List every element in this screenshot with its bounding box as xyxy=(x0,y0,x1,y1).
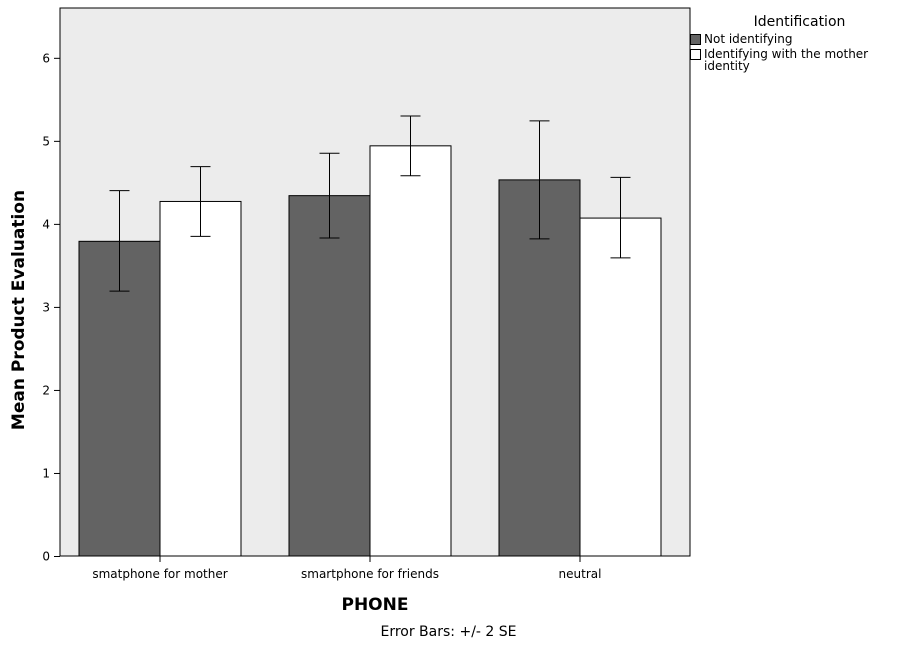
y-axis-title: Mean Product Evaluation xyxy=(9,190,29,430)
legend-item-identifying: Identifying with the mother identity xyxy=(690,48,897,72)
legend-title: Identification xyxy=(753,14,846,30)
y-tick-label: 5 xyxy=(42,134,50,148)
y-tick-label: 1 xyxy=(42,466,50,480)
y-axis: 0 1 2 3 4 5 6 xyxy=(42,51,60,564)
x-axis: smatphone for mother smartphone for frien… xyxy=(92,556,601,581)
bar xyxy=(288,195,371,557)
y-tick-label: 0 xyxy=(42,550,50,564)
y-tick-label: 3 xyxy=(42,300,50,314)
x-tick-label: neutral xyxy=(559,567,602,581)
bar xyxy=(78,240,161,557)
legend-label-identifying: Identifying with the mother identity xyxy=(704,47,869,73)
error-bars xyxy=(109,115,631,292)
x-axis-title: PHONE xyxy=(342,595,409,615)
legend-swatch-not-identifying xyxy=(690,34,701,45)
bar xyxy=(159,200,242,557)
error-bars-footnote: Error Bars: +/- 2 SE xyxy=(380,624,517,640)
bar xyxy=(498,179,581,557)
y-tick-label: 4 xyxy=(42,217,50,231)
y-tick-label: 2 xyxy=(42,383,50,397)
x-tick-label: smatphone for mother xyxy=(92,567,227,581)
legend-item-not-identifying: Not identifying xyxy=(690,33,897,45)
legend: Identification Not identifying Identifyi… xyxy=(690,14,897,75)
x-tick-label: smartphone for friends xyxy=(301,567,439,581)
legend-label-not-identifying: Not identifying xyxy=(704,32,793,46)
legend-swatch-identifying xyxy=(690,49,701,60)
y-tick-label: 6 xyxy=(42,51,50,65)
bar xyxy=(579,217,662,557)
bar xyxy=(369,145,452,557)
bars xyxy=(78,145,662,557)
